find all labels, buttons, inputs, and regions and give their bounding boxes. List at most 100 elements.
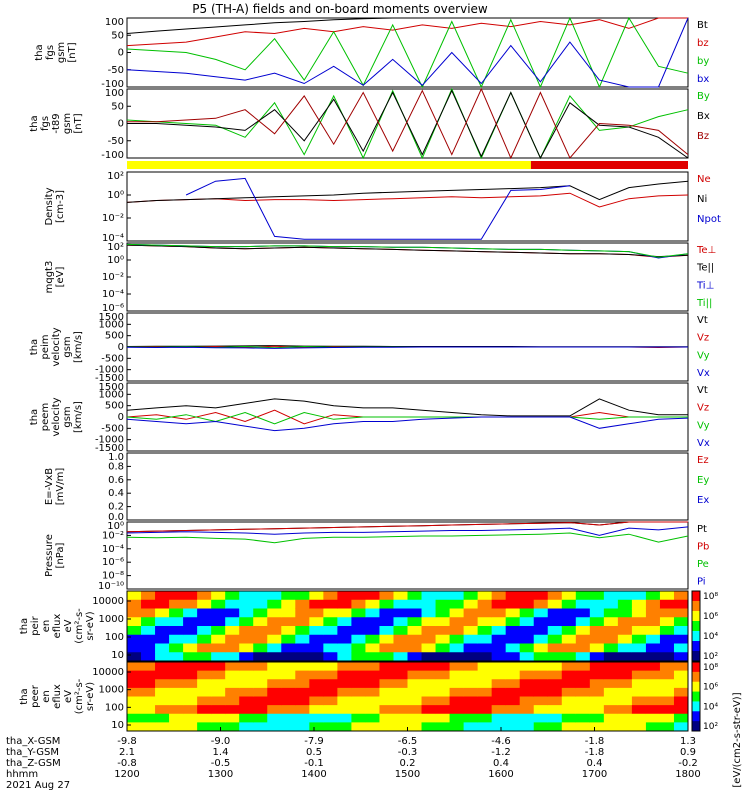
spectrogram-cell — [351, 670, 366, 680]
spectrogram-cell — [169, 608, 184, 618]
spectrogram-cell — [239, 713, 254, 723]
spectrogram-cell — [491, 662, 507, 672]
spectrogram-cell — [281, 722, 296, 732]
spectrogram-cell — [309, 617, 324, 627]
spectrogram-cell — [463, 634, 479, 644]
spectrogram-cell — [421, 652, 437, 662]
spectrogram-cell — [533, 599, 549, 609]
y-axis-label: tha — [19, 688, 30, 704]
spectrogram-cell — [379, 599, 394, 609]
colorbar-tick-label: 10⁴ — [703, 702, 718, 712]
spectrogram-cell — [295, 608, 310, 618]
spectrogram-cell — [169, 591, 184, 601]
colorbar-cell — [692, 626, 700, 632]
spectrogram-cell — [435, 722, 451, 732]
x-tick-label-zgsm: 0.4 — [587, 758, 603, 769]
panel-frame — [126, 521, 689, 590]
spectrogram-cell — [435, 626, 451, 636]
spectrogram-cell — [379, 591, 394, 601]
spectrogram-cell — [589, 599, 605, 609]
spectrogram-cell — [631, 599, 647, 609]
y-axis-label: [cm-3] — [55, 190, 66, 223]
spectrogram-cell — [351, 652, 366, 662]
panel-density: 10² 10⁰ 10⁻² 10⁻⁴ Ne Ni Npot Density [cm-3] — [44, 171, 721, 244]
y-axis-label: velocity — [51, 397, 62, 436]
x-tick-label-hhmm: 1600 — [488, 769, 513, 780]
spectrogram-cell — [547, 626, 563, 636]
spectrogram-cell — [547, 617, 563, 627]
spectrogram-cell — [169, 670, 184, 680]
spectrogram-cell — [295, 705, 310, 715]
spectrogram-cell — [365, 652, 380, 662]
spectrogram-cell — [225, 670, 240, 680]
spectrogram-cell — [253, 713, 268, 723]
spectrogram-cell — [141, 634, 156, 644]
spectrogram-cell — [519, 670, 535, 680]
spectrogram-cell — [309, 643, 324, 653]
spectrogram-cell — [295, 687, 310, 697]
series-line-Pi — [126, 526, 689, 536]
spectrogram-cell — [379, 634, 394, 644]
spectrogram-cell — [631, 626, 647, 636]
spectrogram-cell — [309, 705, 324, 715]
spectrogram-cell — [351, 687, 366, 697]
y-axis-label: [nT] — [67, 42, 78, 62]
spectrogram-cell — [463, 591, 479, 601]
spectrogram-cell — [337, 634, 352, 644]
spectrogram-cell — [407, 705, 423, 715]
spectrogram-cell — [183, 634, 198, 644]
spectrogram-cell — [673, 722, 689, 732]
spectrogram-cell — [659, 722, 675, 732]
spectrogram-cell — [393, 608, 408, 618]
spectrogram-cell — [309, 687, 324, 697]
spectrogram-cell — [225, 608, 240, 618]
spectrogram-cell — [435, 687, 451, 697]
spectrogram-cell — [673, 599, 689, 609]
spectrogram-cell — [477, 591, 493, 601]
colorbar-cell — [692, 726, 700, 732]
spectrogram-cell — [323, 599, 338, 609]
y-tick-label: 10⁻⁸ — [102, 571, 124, 582]
spectrogram-cell — [295, 696, 310, 706]
colorbar-cell — [692, 601, 700, 607]
spectrogram-cell — [505, 670, 521, 680]
spectrogram-cell — [533, 652, 549, 662]
spectrogram-cell — [127, 591, 142, 601]
spectrogram-cell — [673, 679, 689, 689]
y-tick-label: 0 — [118, 342, 124, 353]
spectrogram-cell — [533, 634, 549, 644]
spectrogram-cell — [127, 626, 142, 636]
y-tick-label: 50 — [111, 101, 124, 112]
spectrogram-cell — [351, 591, 366, 601]
x-tick-label-ygsm: 2.1 — [119, 747, 135, 758]
spectrogram-cell — [617, 617, 633, 627]
spectrogram-cell — [281, 617, 296, 627]
panel-peer_spec: 10000 1000 100 10 tha peer en eflux eV (cm²-s-sr-… — [19, 661, 689, 732]
legend-entry-Ex: Ex — [697, 495, 709, 506]
spectrogram-cell — [379, 617, 394, 627]
spectrogram-cell — [505, 696, 521, 706]
spectrogram-cell — [561, 670, 577, 680]
spectrogram-cell — [155, 617, 170, 627]
spectrogram-cell — [141, 662, 156, 672]
y-tick-label: 1000 — [99, 319, 124, 330]
spectrogram-cell — [379, 713, 394, 723]
spectrogram-cell — [631, 679, 647, 689]
spectrogram-cell — [141, 617, 156, 627]
spectrogram-cell — [183, 670, 198, 680]
spectrogram-cell — [435, 643, 451, 653]
spectrogram-cell — [365, 687, 380, 697]
series-line-Vt — [126, 398, 688, 417]
spectrogram-cell — [547, 670, 563, 680]
colorbar-frame — [691, 661, 701, 732]
legend-entry-bx: bx — [697, 74, 709, 85]
spectrogram-cell — [421, 643, 437, 653]
spectrogram-cell — [267, 626, 282, 636]
spectrogram-cell — [295, 626, 310, 636]
spectrogram-cell — [127, 696, 142, 706]
spectrogram-cell — [463, 652, 479, 662]
spectrogram-cell — [281, 679, 296, 689]
spectrogram-cell — [435, 705, 451, 715]
spectrogram-cell — [225, 679, 240, 689]
series-line-Bt — [126, 17, 688, 34]
